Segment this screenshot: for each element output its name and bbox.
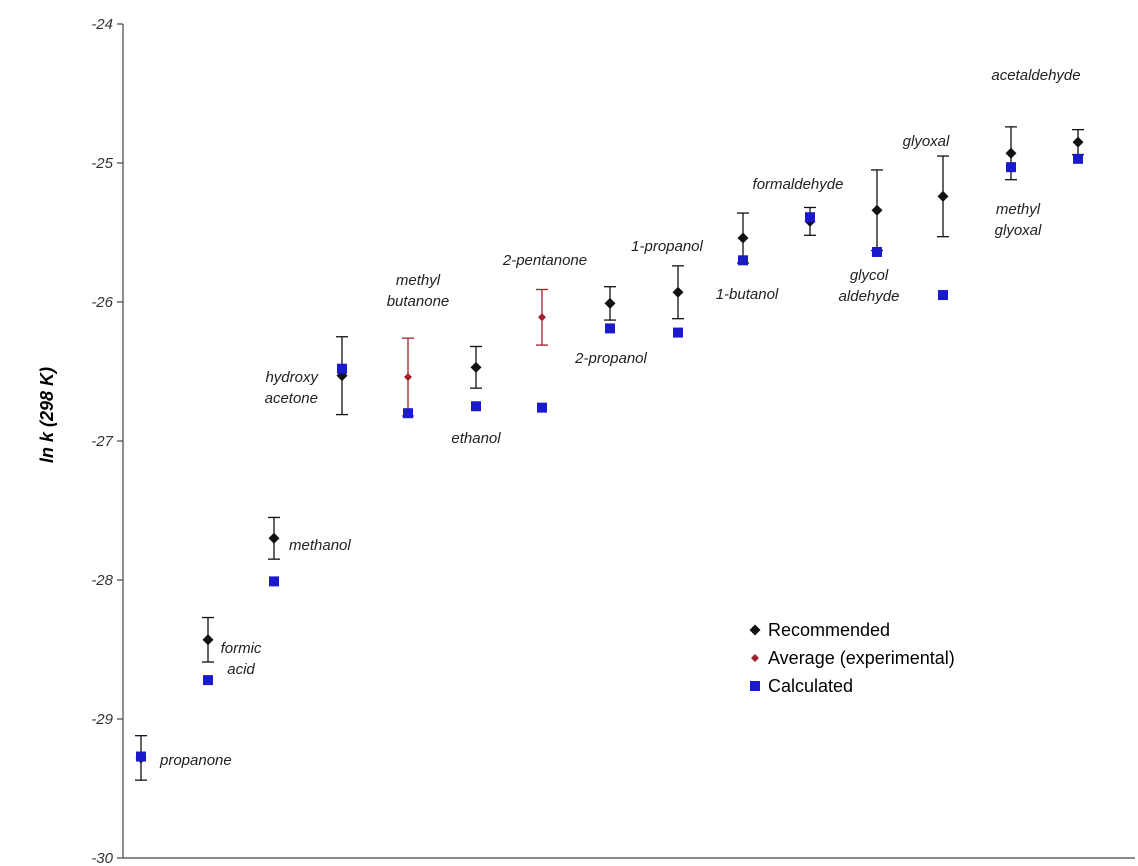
y-tick-label: -30 bbox=[91, 850, 113, 866]
point-label: 1-butanol bbox=[716, 286, 779, 303]
point-label: 1-propanol bbox=[631, 238, 703, 255]
y-axis-label: ln k (298 K) bbox=[37, 367, 57, 463]
y-tick-label: -26 bbox=[91, 294, 113, 311]
calculated-point bbox=[1073, 153, 1083, 164]
legend-label: Recommended bbox=[768, 620, 890, 640]
recommended-point bbox=[470, 361, 482, 373]
point-label: glycol bbox=[850, 267, 889, 284]
calculated-point bbox=[805, 212, 815, 223]
point-label: propanone bbox=[159, 752, 232, 769]
legend-marker-average bbox=[751, 654, 759, 662]
legend-marker-calculated bbox=[750, 681, 760, 691]
legend: Recommended Average (experimental) Calcula… bbox=[749, 620, 955, 696]
average-point bbox=[404, 373, 412, 382]
recommended-point bbox=[937, 190, 949, 202]
recommended-point bbox=[1072, 136, 1084, 148]
legend-marker-recommended bbox=[749, 624, 761, 636]
point-label: methyl bbox=[396, 272, 441, 289]
calculated-point bbox=[403, 408, 413, 419]
calculated-point bbox=[269, 576, 279, 587]
calculated-point bbox=[537, 402, 547, 413]
calculated-point bbox=[136, 751, 146, 762]
calculated-point bbox=[738, 255, 748, 266]
point-label: butanone bbox=[387, 293, 450, 310]
point-labels: propanone formic acid methanol hydroxy aceton… bbox=[159, 67, 1081, 769]
point-label: hydroxy bbox=[265, 369, 319, 386]
axes bbox=[117, 23, 1135, 859]
recommended-point bbox=[1005, 147, 1017, 159]
point-label: acetone bbox=[265, 390, 318, 407]
point-label: acetaldehyde bbox=[991, 67, 1080, 84]
y-tick-label: -29 bbox=[91, 711, 113, 728]
point-label: glyoxal bbox=[995, 222, 1042, 239]
calculated-point bbox=[938, 290, 948, 301]
point-label: 2-pentanone bbox=[502, 252, 587, 269]
y-tick-label: -25 bbox=[91, 155, 113, 172]
legend-label: Calculated bbox=[768, 676, 853, 696]
error-bars bbox=[135, 126, 1084, 781]
point-label: acid bbox=[227, 661, 255, 678]
calculated-point bbox=[605, 323, 615, 334]
recommended-point bbox=[604, 297, 616, 309]
recommended-point bbox=[268, 532, 280, 544]
point-label: ethanol bbox=[451, 430, 501, 447]
point-label: formic bbox=[221, 640, 262, 657]
recommended-point bbox=[202, 634, 214, 646]
calculated-point bbox=[471, 401, 481, 412]
calculated-point bbox=[1006, 162, 1016, 173]
calculated-point bbox=[673, 327, 683, 338]
legend-label: Average (experimental) bbox=[768, 648, 955, 668]
point-label: methyl bbox=[996, 201, 1041, 218]
recommended-point bbox=[672, 286, 684, 298]
calculated-point bbox=[872, 246, 882, 257]
calculated-point bbox=[203, 675, 213, 686]
y-tick-labels: -24 -25 -26 -27 -28 -29 -30 bbox=[91, 16, 113, 866]
point-label: aldehyde bbox=[839, 288, 900, 305]
recommended-point bbox=[871, 204, 883, 216]
average-point bbox=[538, 313, 546, 322]
point-label: formaldehyde bbox=[753, 176, 844, 193]
y-tick-label: -27 bbox=[91, 433, 113, 450]
point-label: 2-propanol bbox=[574, 350, 647, 367]
calculated-point bbox=[337, 363, 347, 374]
point-label: glyoxal bbox=[903, 133, 950, 150]
y-tick-label: -28 bbox=[91, 572, 113, 589]
recommended-point bbox=[737, 232, 749, 244]
y-tick-label: -24 bbox=[91, 16, 113, 33]
point-label: methanol bbox=[289, 537, 351, 554]
data-points bbox=[135, 136, 1084, 764]
